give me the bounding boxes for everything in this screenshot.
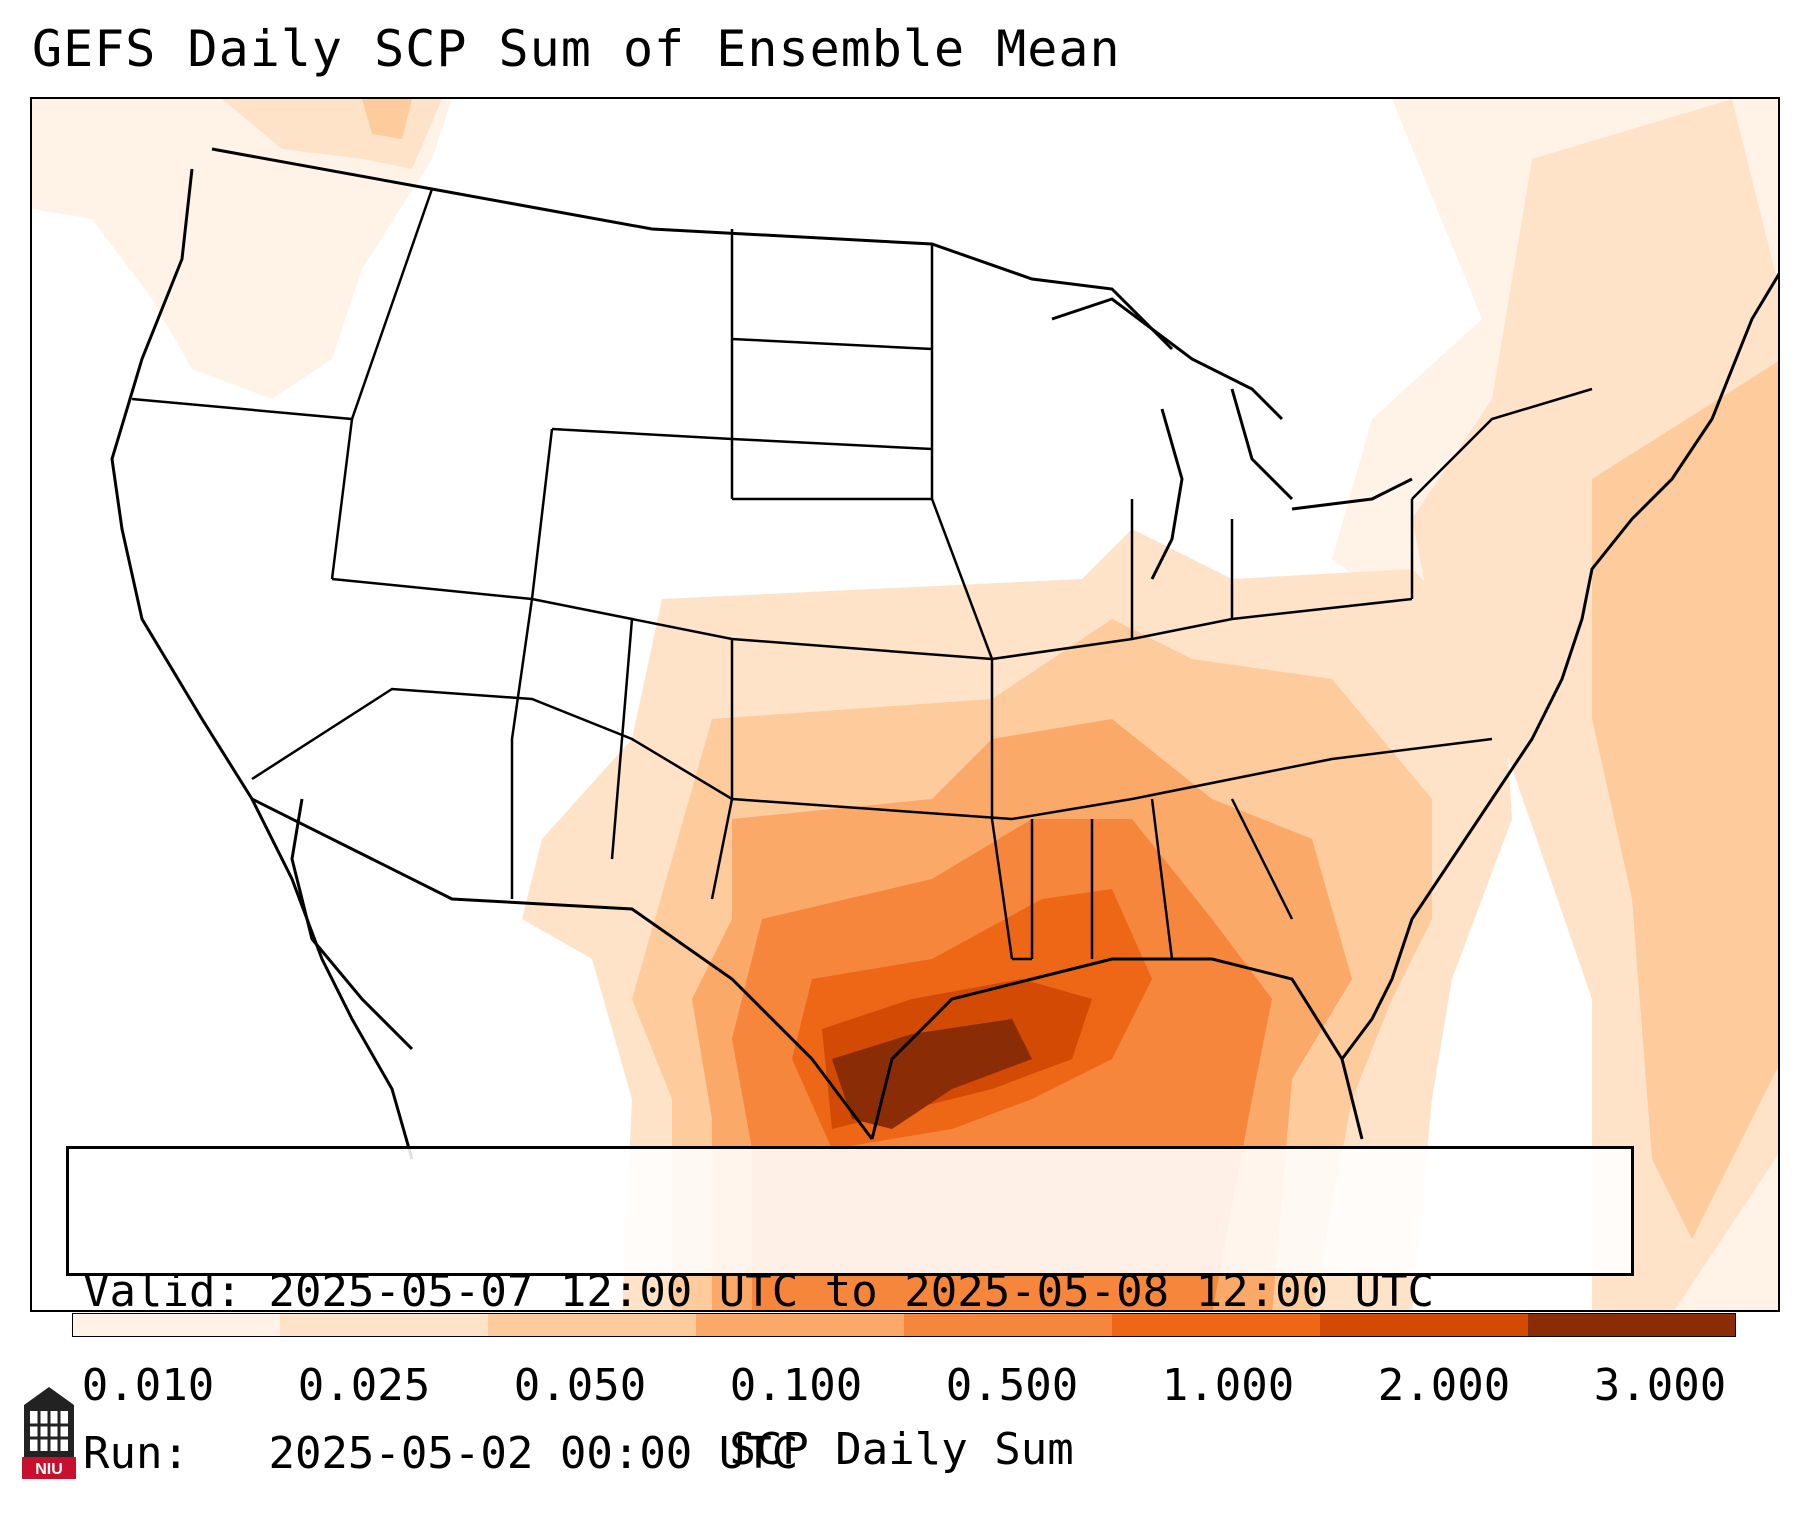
state-line [610,618,634,860]
colorbar-segment [904,1313,1113,1337]
colorbar-segments [72,1313,1736,1337]
scp-shading [32,99,1778,1310]
state-line [1150,798,1174,960]
valid-row: Valid: 2025-05-07 12:00 UTC to 2025-05-0… [83,1265,1617,1319]
state-line [510,598,534,899]
colorbar-segment [488,1313,697,1337]
lake-michigan [1150,408,1184,580]
west-coast [110,168,414,1160]
colorbar-tick-label: 0.500 [945,1360,1079,1411]
colorbar-segment [696,1313,905,1337]
colorbar-tick-label: 2.000 [1377,1360,1511,1411]
colorbar-tick-label: 0.025 [297,1360,431,1411]
colorbar-tick-label: 1.000 [1161,1360,1295,1411]
state-line [731,737,1493,821]
map-title: GEFS Daily SCP Sum of Ensemble Mean [32,20,1121,78]
run-value: 2025-05-02 00:00 UTC [268,1428,799,1479]
valid-run-info-box: Valid: 2025-05-07 12:00 UTC to 2025-05-0… [66,1146,1634,1479]
colorbar-segment [72,1313,281,1337]
gulf-coast [870,957,1364,1140]
state-line [1230,798,1294,920]
state-line [530,428,554,600]
florida-east-coast [1340,798,1494,1060]
niu-logo: NIU [22,1387,76,1479]
colorbar-segment [1528,1313,1736,1337]
state-line [731,337,933,351]
state-line [1411,387,1593,500]
run-row: Run: 2025-05-02 00:00 UTC [83,1427,1617,1481]
colorbar-tick-label: 0.010 [81,1360,215,1411]
valid-label: Valid: [83,1266,242,1317]
lake-superior [1051,297,1284,421]
colorbar-segment [280,1313,489,1337]
lake-erie [1291,477,1413,511]
state-line [551,427,933,451]
state-line [990,659,1014,960]
colorbar-tick-label: 0.100 [729,1360,863,1411]
run-label: Run: [83,1428,189,1479]
colorbar [72,1313,1736,1337]
boundaries [110,147,1778,1160]
colorbar-segment [1320,1313,1529,1337]
state-line [251,687,733,801]
colorbar-segment [1112,1313,1321,1337]
lake-huron [1230,388,1294,501]
logo-band [22,1457,76,1479]
logo-text: NIU [35,1461,63,1478]
baja-coast [290,798,414,1051]
state-line [991,597,1413,661]
us-mexico-border [251,797,874,1140]
colorbar-tick-label: 0.050 [513,1360,647,1411]
state-lines [131,188,1593,961]
valid-value: 2025-05-07 12:00 UTC to 2025-05-08 12:00… [268,1266,1435,1317]
state-line [330,418,354,580]
colorbar-label: SCP Daily Sum [729,1424,1074,1475]
map-panel [30,97,1780,1312]
east-coast [1490,272,1778,800]
shade-nw-peak [362,99,412,139]
shade-atlantic [1592,361,1778,1239]
colorbar-tick-label: 3.000 [1593,1360,1727,1411]
scp-map [32,99,1778,1310]
logo-window-bars [30,1411,68,1451]
